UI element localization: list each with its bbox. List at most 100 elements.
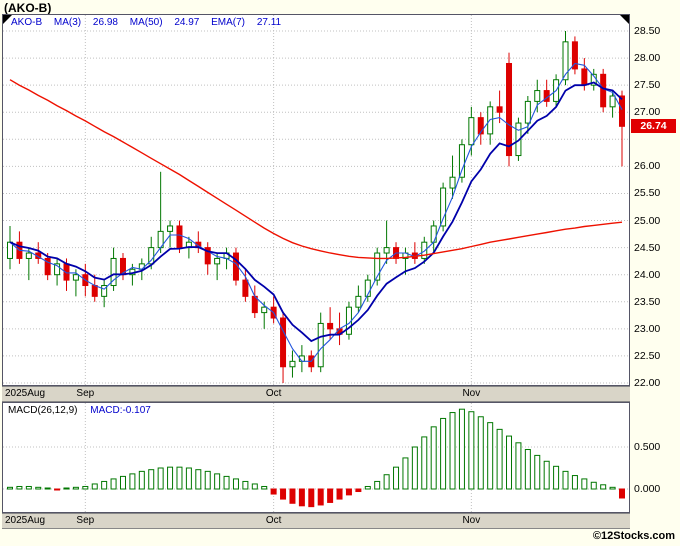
macd-label: MACD(26,12,9) — [8, 405, 78, 416]
macd-bar-negative — [327, 488, 334, 503]
price-tick-label: 22.50 — [634, 349, 661, 362]
legend-ema7-label: EMA(7) — [211, 17, 246, 28]
price-chart-svg — [3, 15, 629, 385]
candle-body — [25, 252, 32, 259]
candle-body — [355, 295, 362, 308]
macd-tick-label: 0.500 — [634, 441, 661, 453]
macd-bar-negative — [280, 488, 287, 500]
legend-symbol: AKO-B — [11, 17, 43, 28]
macd-value: MACD:-0.107 — [90, 405, 151, 416]
candle-body — [110, 257, 117, 287]
macd-bar-positive — [261, 485, 268, 490]
last-price-badge: 26.74 — [631, 119, 676, 134]
macd-bar-positive — [148, 469, 155, 490]
candle-body — [440, 187, 447, 227]
legend-ma50-label: MA(50) — [129, 17, 163, 28]
month-label: 2025Aug — [5, 388, 46, 399]
macd-bar-positive — [157, 467, 164, 490]
candle-body — [7, 241, 13, 259]
candle-body — [619, 95, 625, 127]
macd-bar-positive — [496, 428, 503, 490]
macd-bar-positive — [176, 466, 183, 490]
symbol-title: (AKO-B) — [4, 1, 52, 15]
candle-body — [562, 41, 569, 81]
candle-body — [524, 100, 531, 124]
candle-body — [374, 252, 381, 281]
macd-chart-svg — [3, 403, 629, 512]
legend-ema7-value: 27.11 — [256, 17, 282, 28]
month-label: Oct — [265, 515, 282, 526]
month-label: Sep — [76, 515, 95, 526]
macd-bar-positive — [383, 474, 390, 490]
price-tick-label: 22.00 — [634, 377, 661, 389]
time-axis-band: 2025Aug Sep Oct Nov — [2, 513, 630, 529]
price-tick-label: 23.00 — [634, 322, 661, 335]
macd-bar-positive — [82, 485, 89, 490]
macd-bar-positive — [458, 408, 465, 490]
candle-body — [477, 117, 484, 135]
overlay-line-ma50 — [9, 79, 623, 260]
price-tick-label: 24.50 — [634, 241, 661, 254]
macd-bar-positive — [7, 486, 13, 490]
macd-bar-positive — [506, 435, 513, 490]
macd-bar-positive — [63, 487, 70, 490]
macd-bar-positive — [543, 460, 550, 490]
candle-body — [214, 257, 221, 265]
candle-body — [204, 247, 211, 265]
macd-bar-negative — [619, 488, 625, 499]
macd-bar-negative — [317, 488, 324, 506]
macd-bar-positive — [119, 475, 126, 490]
macd-bar-positive — [25, 485, 32, 490]
macd-bar-positive — [600, 484, 607, 490]
macd-bar-negative — [345, 488, 352, 496]
price-tick-label: 24.00 — [634, 268, 661, 281]
macd-bar-positive — [581, 478, 588, 490]
macd-bar-positive — [242, 480, 249, 490]
macd-bar-negative — [270, 488, 277, 495]
macd-legend: MACD(26,12,9) MACD:-0.107 — [8, 405, 151, 416]
macd-bar-positive — [374, 480, 381, 490]
candle-body — [609, 95, 616, 108]
price-tick-label: 25.00 — [634, 214, 661, 227]
macd-bar-negative — [336, 488, 343, 500]
candle-body — [317, 322, 324, 368]
candle-body — [101, 285, 108, 297]
price-tick-label: 23.50 — [634, 295, 661, 308]
candle-body — [581, 68, 588, 86]
macd-bar-positive — [524, 449, 531, 490]
macd-bar-positive — [364, 485, 371, 490]
corner-marker-right — [620, 15, 629, 24]
macd-bar-positive — [167, 466, 174, 490]
macd-bar-negative — [298, 488, 305, 507]
candle-body — [167, 225, 174, 232]
macd-bar-positive — [393, 466, 400, 490]
macd-bar-positive — [534, 454, 541, 490]
macd-bar-positive — [590, 481, 597, 490]
candle-body — [600, 73, 607, 108]
candle-body — [430, 225, 437, 243]
macd-bar-positive — [138, 470, 145, 490]
macd-bar-positive — [553, 465, 560, 490]
candle-body — [506, 62, 513, 157]
month-label: Nov — [462, 515, 481, 526]
candle-body — [449, 176, 456, 189]
time-axis-band: 2025Aug Sep Oct Nov — [2, 386, 630, 402]
price-tick-label: 25.50 — [634, 187, 661, 200]
macd-bar-positive — [232, 478, 239, 490]
macd-bar-positive — [72, 486, 79, 490]
candle-body — [421, 241, 428, 259]
price-tick-label: 27.00 — [634, 106, 661, 119]
macd-bar-positive — [35, 486, 42, 490]
macd-bar-positive — [101, 480, 108, 490]
candle-body — [261, 306, 268, 314]
macd-bar-positive — [195, 469, 202, 490]
macd-bar-positive — [204, 470, 211, 490]
macd-bar-positive — [214, 473, 221, 490]
macd-bar-negative — [54, 488, 61, 491]
corner-marker-left — [3, 15, 12, 24]
macd-bar-positive — [185, 467, 192, 490]
macd-bar-positive — [562, 470, 569, 490]
candle-body — [383, 247, 390, 254]
candle-body — [468, 117, 475, 146]
